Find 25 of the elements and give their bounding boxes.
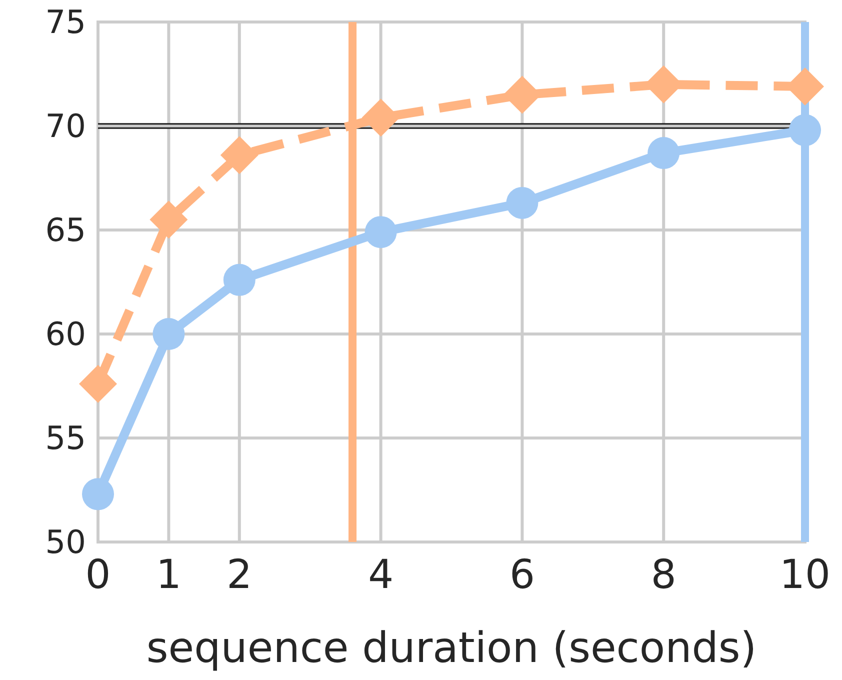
point [223, 264, 256, 296]
point [220, 136, 258, 174]
x-tick-label: 6 [509, 552, 535, 598]
x-tick-label: 0 [85, 552, 111, 598]
point [362, 98, 400, 137]
point [648, 137, 680, 170]
x-axis-title: sequence duration (seconds) [146, 623, 757, 672]
x-tick-label: 2 [226, 552, 252, 598]
point [150, 200, 188, 239]
point [364, 216, 397, 248]
y-tick-label: 55 [45, 419, 86, 458]
x-tick-label: 4 [368, 552, 394, 598]
y-tick-label: 75 [45, 3, 86, 42]
y-tick-label: 70 [45, 107, 86, 146]
point [789, 114, 821, 146]
point [506, 186, 538, 219]
point [79, 364, 117, 403]
x-tick-label: 8 [650, 552, 676, 598]
y-tick-label: 60 [45, 315, 86, 354]
y-tick-label: 65 [45, 211, 86, 250]
point [82, 478, 114, 510]
y-tick-label: 50 [45, 523, 86, 562]
x-tick-label: 10 [780, 552, 830, 598]
point [152, 318, 185, 350]
x-tick-label: 1 [156, 552, 182, 598]
